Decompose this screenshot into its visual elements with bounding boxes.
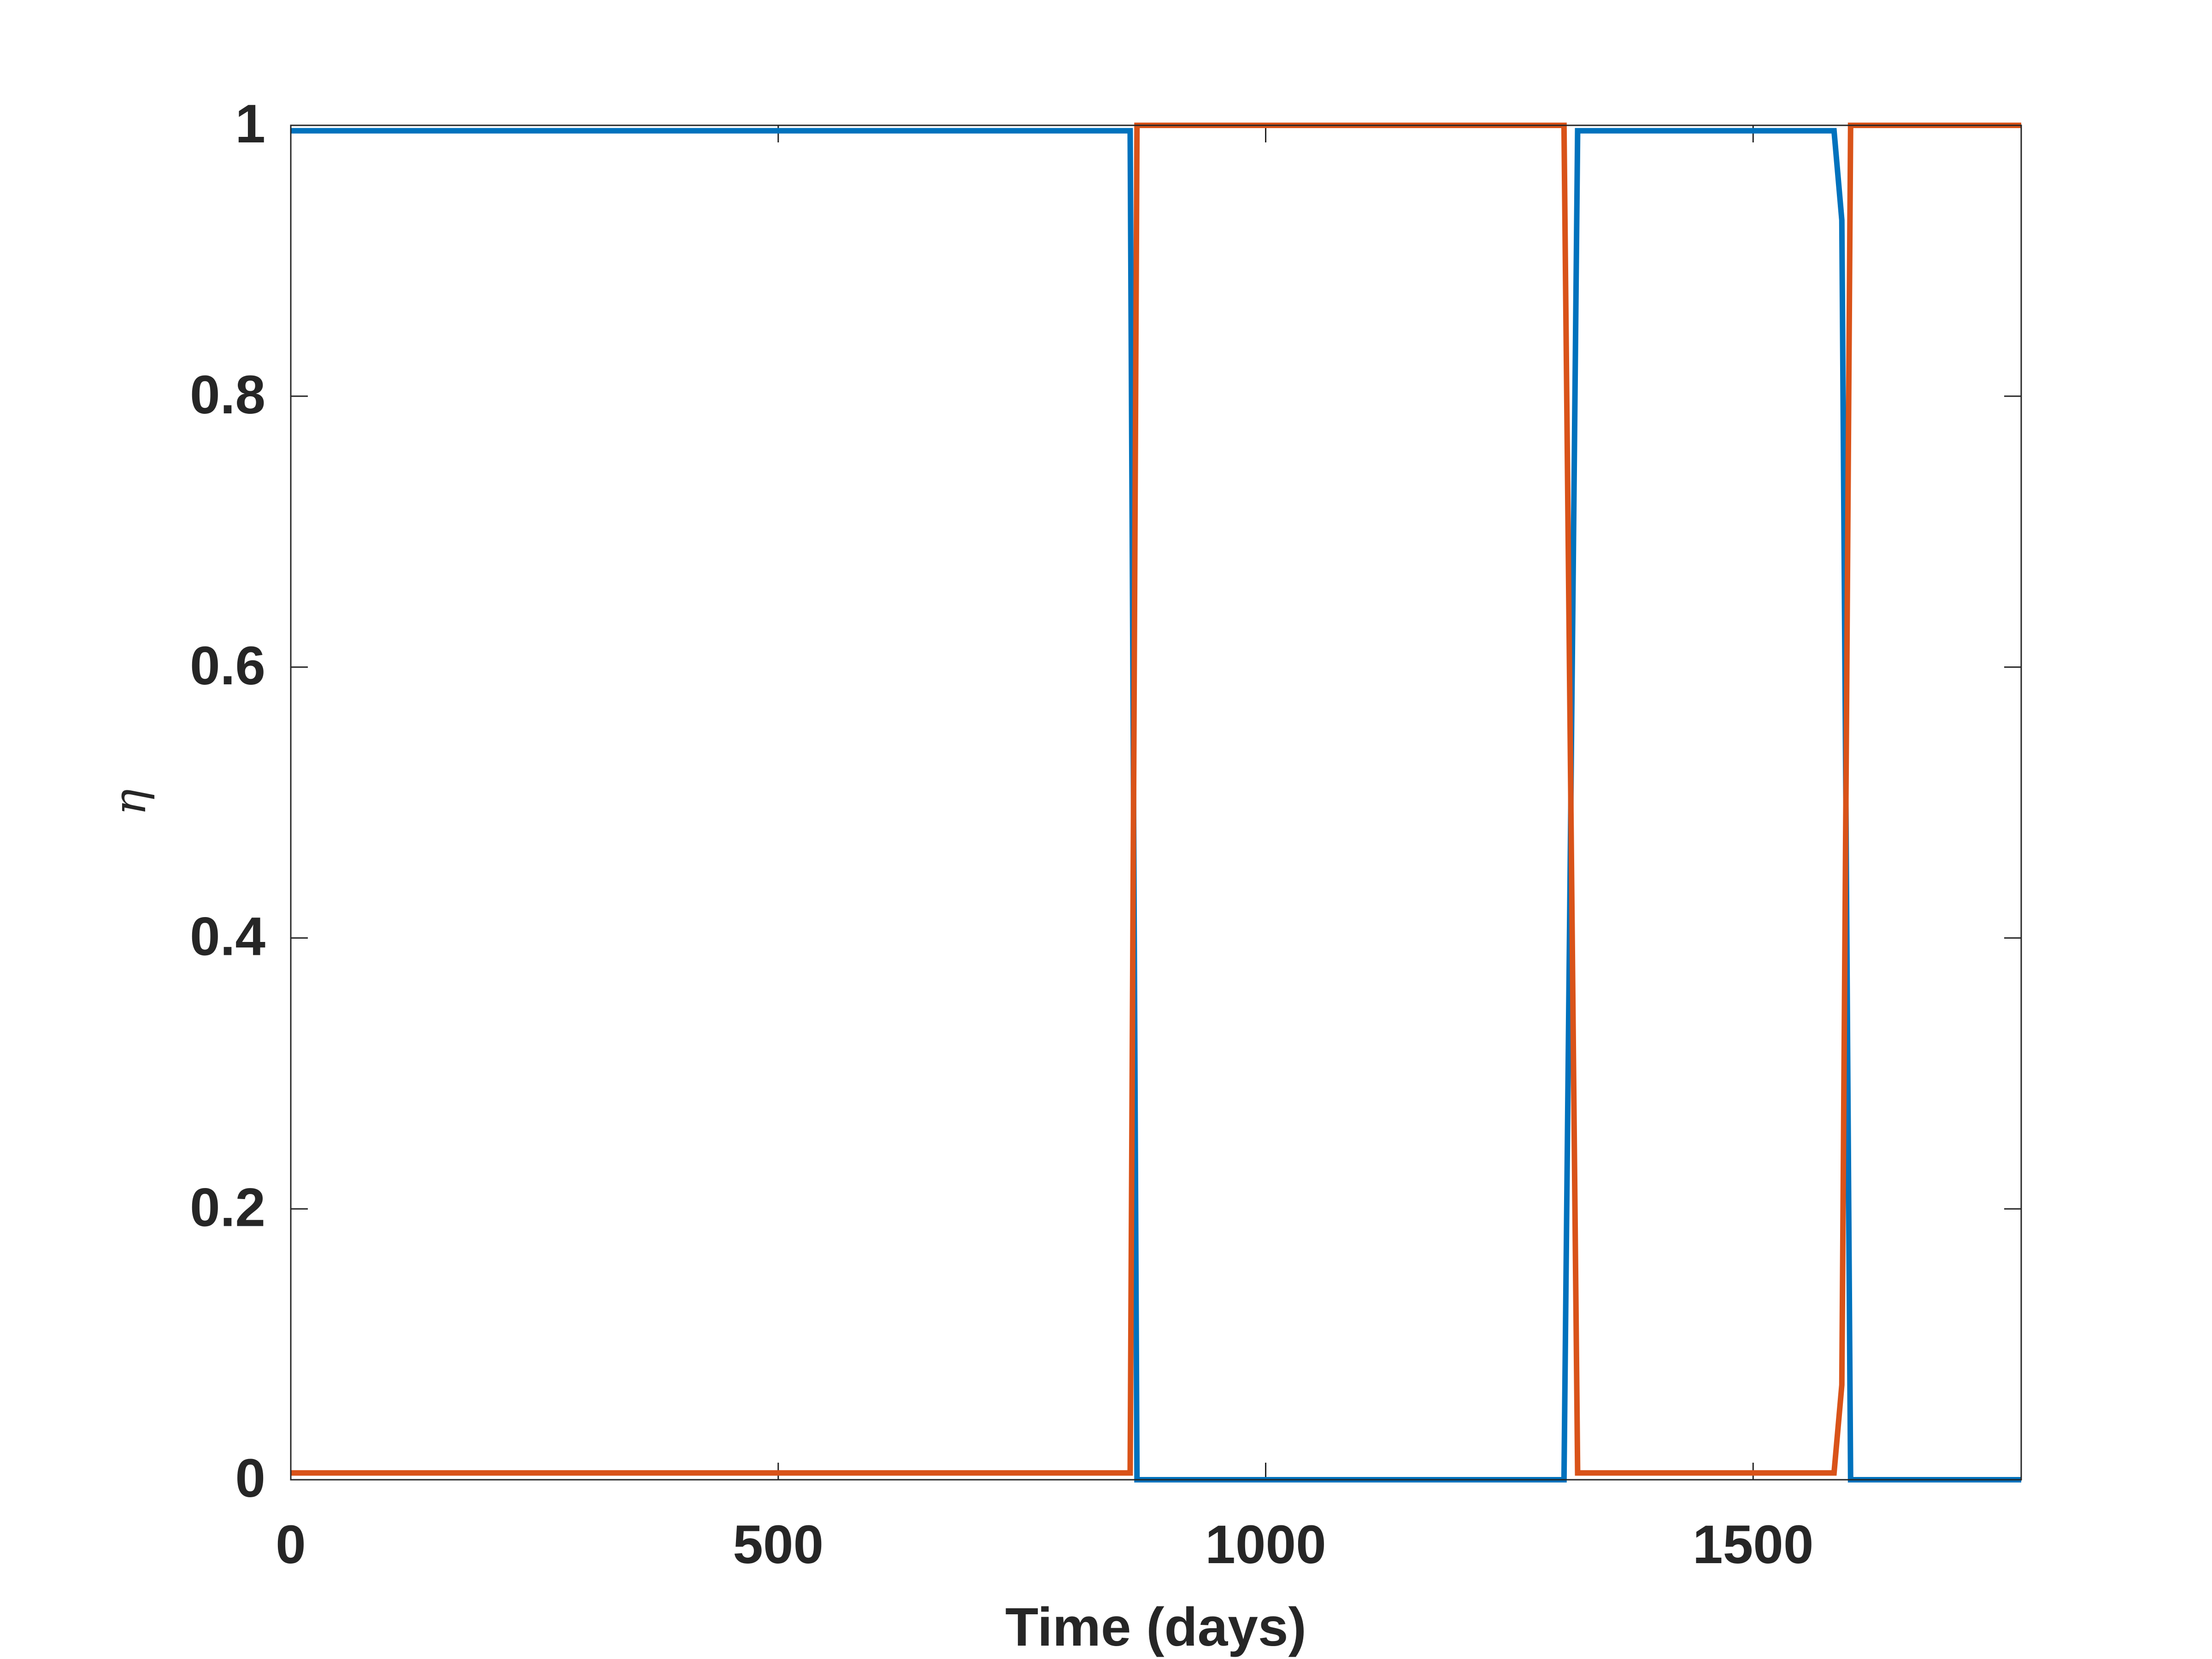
axes-box: [290, 124, 2022, 1481]
y-tick-label: 0.6: [190, 635, 265, 696]
x-tick-label: 500: [733, 1514, 824, 1575]
y-tick-label: 0.8: [190, 365, 265, 425]
series-line: [291, 123, 2021, 1476]
y-tick-label: 1: [235, 94, 265, 154]
x-axis-label: Time (days): [1005, 1597, 1306, 1658]
y-tick-label: 0.4: [190, 906, 265, 967]
x-tick-label: 1000: [1205, 1514, 1326, 1575]
y-tick-label: 0.2: [190, 1177, 265, 1238]
plot-area: [291, 125, 2021, 1480]
x-tick-label: 1500: [1693, 1514, 1814, 1575]
y-tick-label: 0: [235, 1448, 265, 1509]
x-tick-label: 0: [276, 1514, 306, 1575]
y-axis-label: η: [104, 789, 156, 816]
